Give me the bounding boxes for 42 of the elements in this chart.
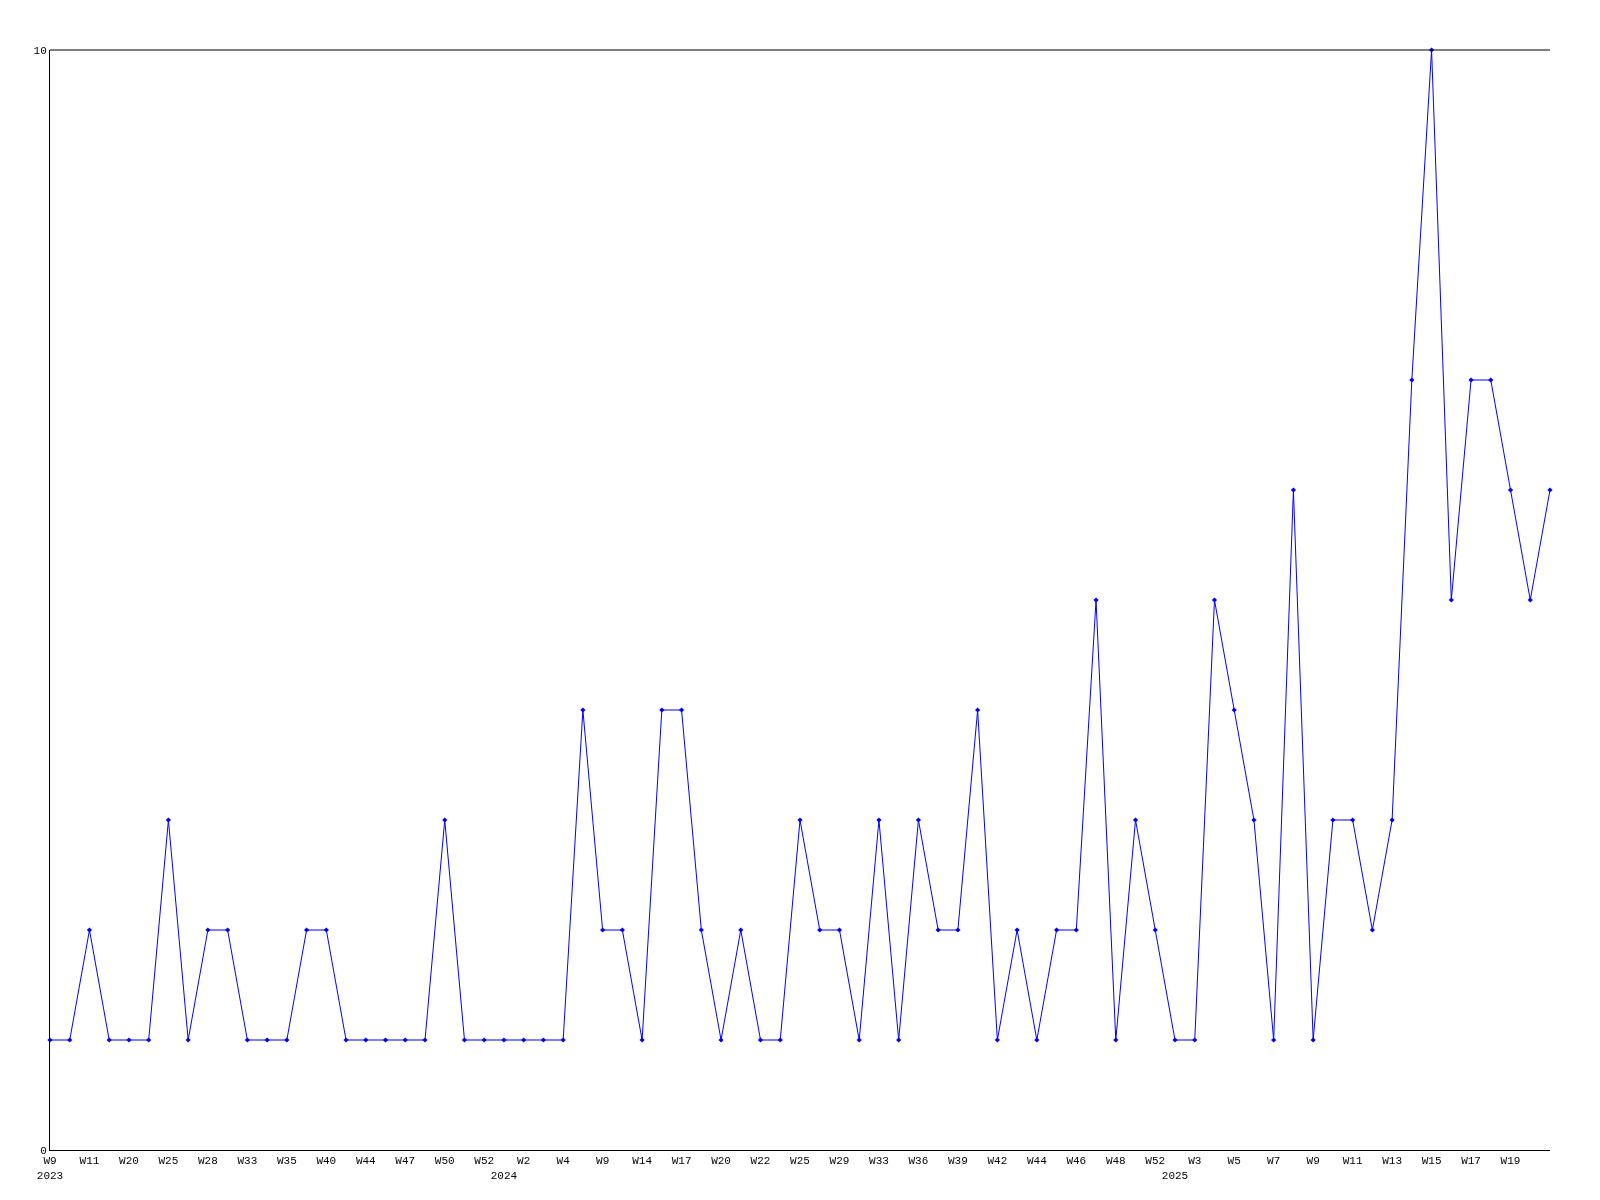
y-tick-label: 0 <box>40 1144 47 1157</box>
x-tick-label: W28 <box>197 1155 218 1168</box>
x-tick-label: W11 <box>79 1155 100 1168</box>
x-tick-label: W5 <box>1227 1155 1241 1168</box>
x-tick-label: W50 <box>434 1155 455 1168</box>
x-tick-label: W19 <box>1500 1155 1521 1168</box>
x-tick-label: W2 <box>517 1155 531 1168</box>
x-tick-label: W33 <box>237 1155 258 1168</box>
x-tick-label: 2024 <box>490 1169 518 1182</box>
x-tick-label: W9 <box>596 1155 610 1168</box>
x-tick-label: W22 <box>750 1155 771 1168</box>
x-tick-label: W14 <box>632 1155 653 1168</box>
x-tick-label: W25 <box>790 1155 810 1168</box>
x-tick-label: W35 <box>276 1155 297 1168</box>
x-tick-label: W40 <box>316 1155 337 1168</box>
x-tick-label: W7 <box>1267 1155 1281 1168</box>
x-tick-label: W46 <box>1066 1155 1087 1168</box>
x-tick-label: W52 <box>1145 1155 1166 1168</box>
x-tick-label: W44 <box>355 1155 377 1168</box>
x-tick-label: W4 <box>556 1155 571 1168</box>
x-tick-label: W15 <box>1421 1155 1442 1168</box>
x-tick-label: W39 <box>947 1155 968 1168</box>
x-tick-label: W47 <box>395 1155 416 1168</box>
x-tick-label: W9 <box>1306 1155 1320 1168</box>
x-tick-label: W52 <box>474 1155 495 1168</box>
x-tick-label: W20 <box>119 1155 139 1168</box>
x-tick-label: W20 <box>711 1155 731 1168</box>
x-tick-label: W44 <box>1026 1155 1048 1168</box>
x-tick-label: W9 2023 <box>36 1155 64 1182</box>
x-tick-label: W29 <box>829 1155 850 1168</box>
x-tick-label: W33 <box>869 1155 889 1168</box>
x-tick-label: 2025 <box>1161 1169 1189 1182</box>
x-tick-label: W36 <box>908 1155 929 1168</box>
x-tick-label: W42 <box>987 1155 1008 1168</box>
x-tick-label: W17 <box>1461 1155 1481 1168</box>
y-tick-label: 10 <box>33 44 47 57</box>
x-tick-label: W48 <box>1105 1155 1126 1168</box>
x-tick-label: W11 <box>1342 1155 1363 1168</box>
x-tick-label: W25 <box>158 1155 179 1168</box>
x-tick-label: W17 <box>671 1155 692 1168</box>
x-tick-label: W3 <box>1188 1155 1202 1168</box>
x-tick-label: W13 <box>1382 1155 1403 1168</box>
